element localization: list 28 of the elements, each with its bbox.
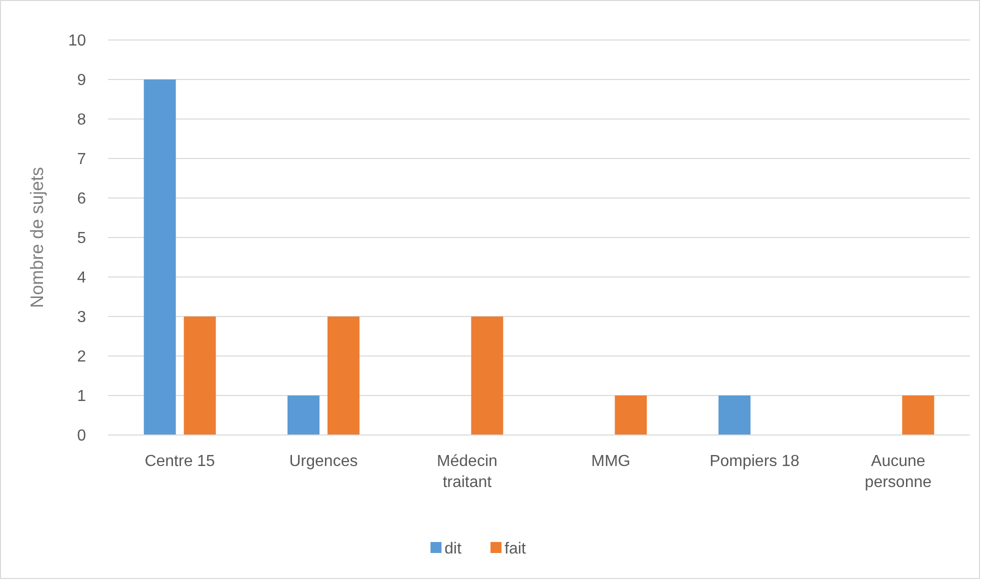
y-tick-label: 1 bbox=[77, 388, 86, 406]
y-tick-label: 4 bbox=[77, 270, 86, 287]
y-tick-label: 8 bbox=[77, 112, 86, 129]
bar bbox=[184, 316, 216, 435]
y-tick-label: 9 bbox=[77, 72, 86, 90]
y-tick-label: 7 bbox=[77, 151, 86, 168]
y-axis-title: Nombre de sujets bbox=[27, 166, 47, 308]
legend-label: dit bbox=[444, 540, 462, 558]
bar bbox=[328, 316, 360, 435]
x-tick-label: Pompiers 18 bbox=[710, 453, 800, 470]
y-tick-label: 3 bbox=[77, 309, 86, 326]
y-tick-label: 5 bbox=[77, 230, 86, 248]
y-tick-label: 10 bbox=[68, 32, 86, 50]
bar bbox=[144, 80, 176, 435]
bar bbox=[614, 396, 647, 435]
bar bbox=[471, 316, 504, 435]
x-tick-label: MMG bbox=[591, 453, 630, 470]
y-tick-label: 2 bbox=[77, 348, 86, 366]
x-tick-label: Médecin traitant bbox=[436, 453, 498, 491]
bar bbox=[902, 396, 934, 435]
y-tick-label: 6 bbox=[77, 190, 86, 208]
x-tick-label: Urgences bbox=[289, 453, 358, 470]
bar bbox=[288, 396, 320, 435]
x-tick-label: Centre 15 bbox=[144, 453, 216, 470]
x-tick-label: Aucune personne bbox=[864, 453, 932, 491]
legend-label: fait bbox=[504, 540, 526, 558]
bar bbox=[718, 396, 750, 435]
y-tick-label: 0 bbox=[77, 428, 86, 445]
